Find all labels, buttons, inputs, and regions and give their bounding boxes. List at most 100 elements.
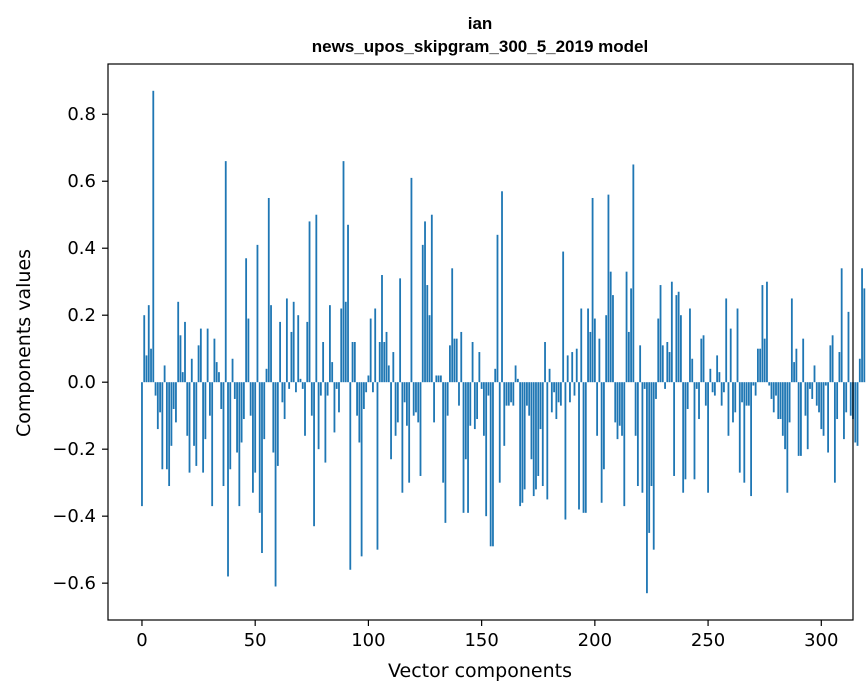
bar-component-172 (530, 382, 533, 460)
bar-component-114 (399, 278, 402, 383)
bar-component-164 (512, 382, 515, 406)
bar-component-32 (213, 338, 216, 383)
bar-component-315 (854, 382, 857, 443)
bar-component-156 (494, 368, 497, 383)
bar-component-163 (510, 382, 512, 403)
bar-component-132 (439, 375, 442, 383)
bar-component-318 (861, 268, 863, 383)
bar-component-123 (419, 382, 422, 476)
bar-component-188 (566, 355, 569, 383)
bar-component-80 (322, 342, 325, 383)
bar-component-234 (670, 281, 673, 383)
bar-component-187 (564, 382, 567, 520)
bar-component-224 (648, 382, 651, 533)
bar-component-200 (593, 318, 596, 383)
bar-component-297 (813, 365, 816, 383)
bar-component-160 (503, 382, 506, 446)
bar-component-143 (464, 382, 467, 460)
bar-component-96 (358, 382, 361, 443)
bar-component-22 (190, 358, 193, 383)
bar-component-261 (732, 382, 734, 423)
y-tick-label: 0.6 (67, 171, 96, 192)
bar-component-278 (770, 382, 773, 399)
bar-component-295 (809, 382, 811, 389)
bar-component-253 (713, 382, 716, 396)
bar-component-162 (507, 382, 510, 406)
bar-component-105 (378, 342, 381, 383)
bar-component-83 (329, 305, 331, 383)
bar-component-291 (800, 382, 802, 456)
bar-component-7 (156, 382, 159, 430)
bar-component-176 (539, 382, 542, 430)
bar-component-20 (186, 382, 189, 436)
bar-component-270 (752, 382, 755, 386)
bar-component-0 (141, 382, 143, 507)
bar-component-265 (741, 382, 743, 403)
bar-component-252 (711, 382, 714, 393)
bar-component-313 (849, 382, 852, 416)
bar-component-97 (360, 382, 363, 557)
bar-component-283 (781, 382, 784, 436)
bar-component-50 (254, 382, 257, 473)
bar-component-35 (220, 382, 223, 409)
bar-component-104 (376, 382, 379, 550)
bar-component-39 (229, 382, 232, 470)
bar-component-288 (793, 362, 796, 383)
bar-component-90 (344, 301, 347, 383)
bar-component-303 (827, 382, 829, 453)
bar-component-138 (453, 338, 456, 383)
bar-component-189 (569, 382, 571, 403)
bar-component-41 (233, 382, 236, 399)
bar-component-12 (168, 382, 171, 487)
bar-component-289 (795, 348, 798, 383)
bar-component-308 (838, 352, 841, 383)
bar-component-2 (145, 355, 148, 383)
bar-component-106 (381, 275, 383, 383)
bar-component-243 (691, 358, 694, 383)
bar-component-122 (417, 382, 420, 423)
bar-component-165 (514, 365, 517, 383)
bar-component-126 (426, 285, 429, 383)
bar-component-155 (492, 382, 494, 547)
bar-component-108 (385, 331, 388, 383)
bar-component-178 (544, 342, 546, 383)
bar-component-166 (516, 378, 519, 383)
bar-component-81 (324, 382, 327, 463)
bar-component-222 (643, 382, 646, 389)
x-tick-label: 250 (691, 630, 725, 651)
bar-component-282 (779, 382, 782, 420)
bar-component-231 (664, 382, 666, 389)
y-tick-label: −0.2 (52, 439, 96, 460)
bar-component-190 (571, 352, 574, 383)
bar-component-319 (863, 288, 866, 383)
bar-component-170 (526, 382, 528, 406)
bar-component-280 (775, 382, 777, 396)
bar-component-66 (290, 331, 293, 383)
bar-component-268 (747, 382, 750, 406)
bar-component-198 (589, 331, 592, 383)
bar-component-152 (485, 382, 488, 517)
bar-component-259 (727, 382, 730, 436)
bar-component-115 (401, 382, 404, 493)
bar-component-47 (247, 318, 250, 383)
bar-component-18 (181, 372, 184, 383)
bar-component-175 (537, 382, 540, 476)
bar-component-36 (222, 382, 225, 487)
bar-component-249 (704, 382, 707, 406)
bar-component-182 (553, 382, 555, 393)
bar-component-191 (573, 382, 576, 396)
bar-component-53 (261, 382, 263, 554)
x-tick-label: 100 (351, 630, 385, 651)
bar-component-267 (745, 382, 748, 406)
bar-component-1 (143, 315, 146, 383)
bar-component-109 (387, 365, 390, 383)
bar-component-67 (292, 301, 295, 383)
bar-component-14 (172, 382, 175, 409)
bar-component-246 (698, 382, 700, 420)
bar-component-140 (458, 382, 460, 406)
bar-component-91 (347, 224, 349, 383)
bar-component-110 (390, 382, 392, 460)
bar-component-173 (532, 382, 535, 497)
bar-component-312 (847, 311, 850, 383)
bar-component-284 (784, 382, 786, 450)
